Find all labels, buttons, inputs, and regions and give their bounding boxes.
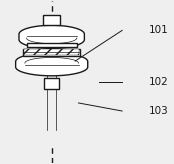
Text: 103: 103 xyxy=(149,106,169,116)
Bar xyxy=(27,43,77,47)
Text: 102: 102 xyxy=(149,77,169,87)
Polygon shape xyxy=(19,25,84,48)
Bar xyxy=(44,78,59,89)
Polygon shape xyxy=(16,53,88,76)
Text: 101: 101 xyxy=(149,25,169,35)
Bar xyxy=(43,15,60,25)
Bar xyxy=(24,49,79,55)
Bar xyxy=(23,49,80,56)
